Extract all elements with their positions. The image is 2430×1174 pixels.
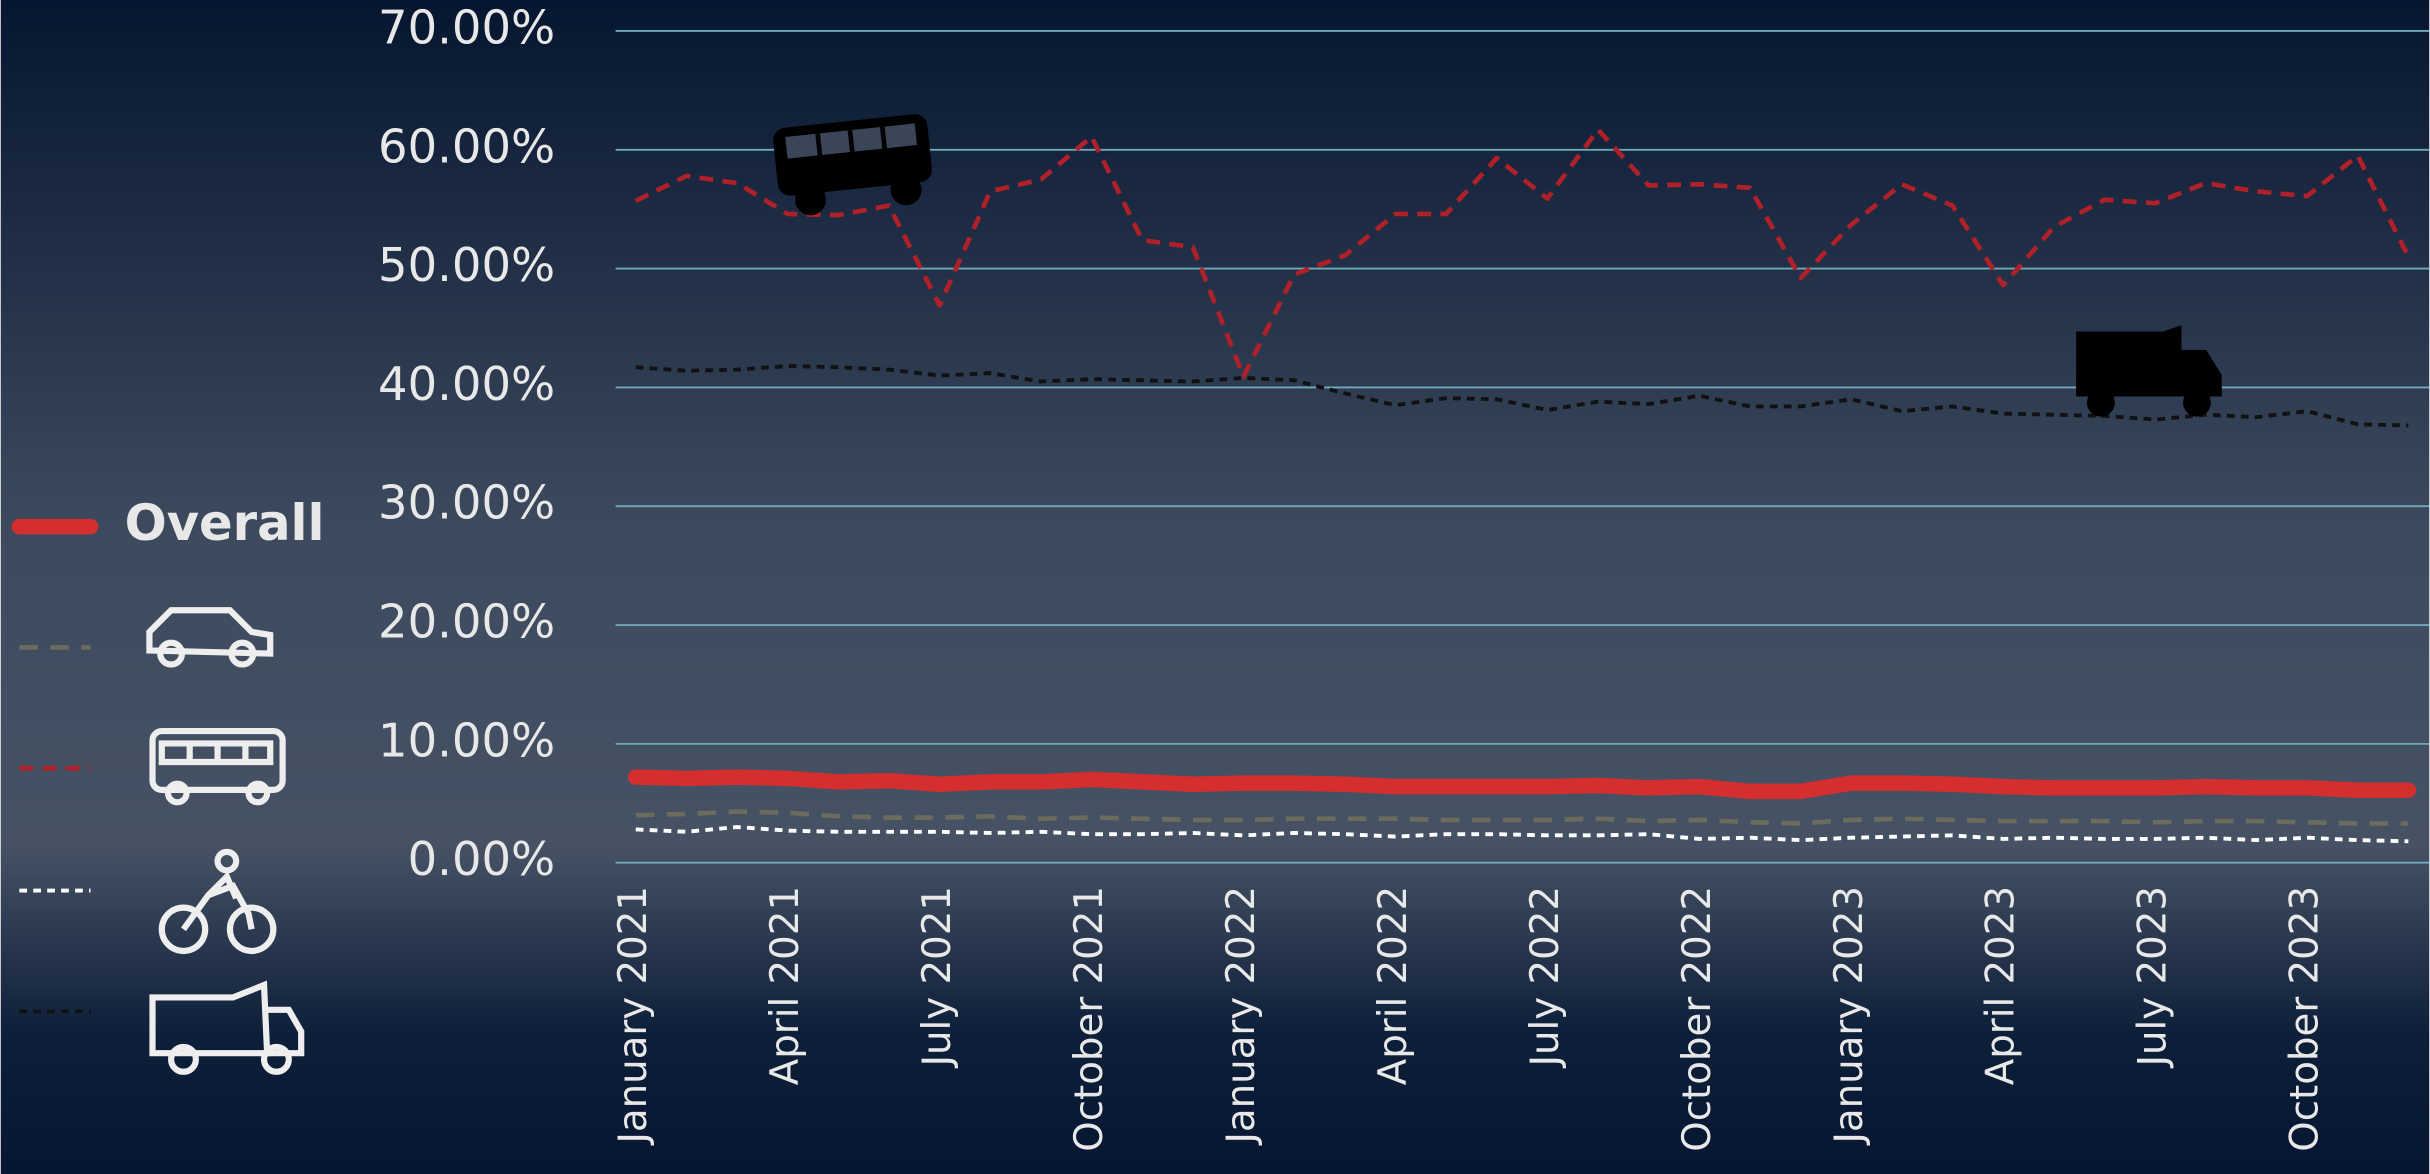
x-tick-label: January 2021 — [611, 886, 656, 1146]
x-tick-label: April 2022 — [1371, 886, 1416, 1085]
y-tick-label: 70.00% — [378, 0, 555, 54]
x-tick-label: April 2023 — [1979, 886, 2024, 1085]
y-tick-label: 10.00% — [378, 713, 555, 767]
series-line — [635, 364, 2409, 428]
y-tick-label: 50.00% — [378, 238, 555, 292]
truck-icon — [149, 980, 305, 1075]
x-tick-label: October 2022 — [1675, 886, 1720, 1152]
plot: 0.00% 10.00% 20.00% 30.00% 40.00% 50.00% 60.00… — [378, 0, 2430, 1152]
car-icon — [146, 607, 274, 668]
bus-icon — [149, 727, 286, 806]
series-line — [628, 769, 2417, 800]
y-tick-label: 40.00% — [378, 357, 555, 411]
x-tick-label: October 2021 — [1067, 886, 1112, 1152]
truck-marker — [2076, 325, 2222, 417]
series-line — [635, 825, 2409, 844]
series-line — [635, 809, 2409, 826]
series-line — [634, 127, 2411, 380]
bus-marker — [773, 114, 932, 216]
legend: Overall — [11, 494, 325, 1075]
y-tick-label: 0.00% — [408, 832, 556, 886]
x-tick-label: October 2023 — [2283, 886, 2328, 1152]
x-tick-label: July 2021 — [915, 886, 960, 1068]
x-tick-label: April 2021 — [763, 886, 808, 1085]
x-tick-label: January 2022 — [1219, 886, 1264, 1146]
legend-label: Overall — [125, 494, 325, 552]
x-tick-label: July 2022 — [1523, 886, 1568, 1068]
y-tick-label: 30.00% — [378, 476, 555, 530]
y-tick-label: 20.00% — [378, 595, 555, 649]
motorcycle-icon — [158, 848, 277, 955]
y-tick-label: 60.00% — [378, 119, 555, 173]
x-tick-label: January 2023 — [1827, 886, 1872, 1146]
x-tick-label: July 2023 — [2131, 886, 2176, 1068]
